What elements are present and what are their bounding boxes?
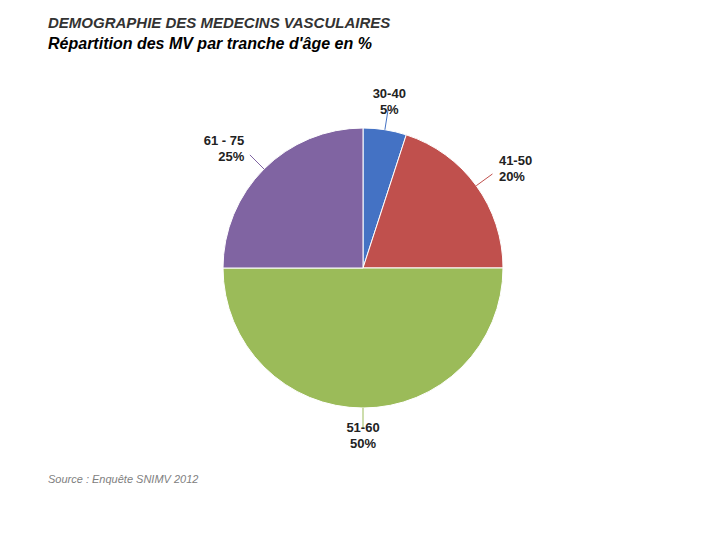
- svg-text:30-405%: 30-405%: [373, 86, 406, 117]
- svg-text:41-5020%: 41-5020%: [499, 153, 532, 184]
- html-text:DEMOGRAPHIE DES MEDECINS VASCU: DEMOGRAPHIE DES MEDECINS VASCULAIRES: [48, 14, 391, 31]
- html-text:Source : Enquête SNIMV 2012: Source : Enquête SNIMV 2012: [48, 473, 199, 485]
- svg-text:51-6050%: 51-6050%: [346, 420, 379, 451]
- html-text:Répartition des MV par tranche: Répartition des MV par tranche d'âge en …: [48, 35, 372, 52]
- svg-text:61 - 7525%: 61 - 7525%: [204, 133, 245, 164]
